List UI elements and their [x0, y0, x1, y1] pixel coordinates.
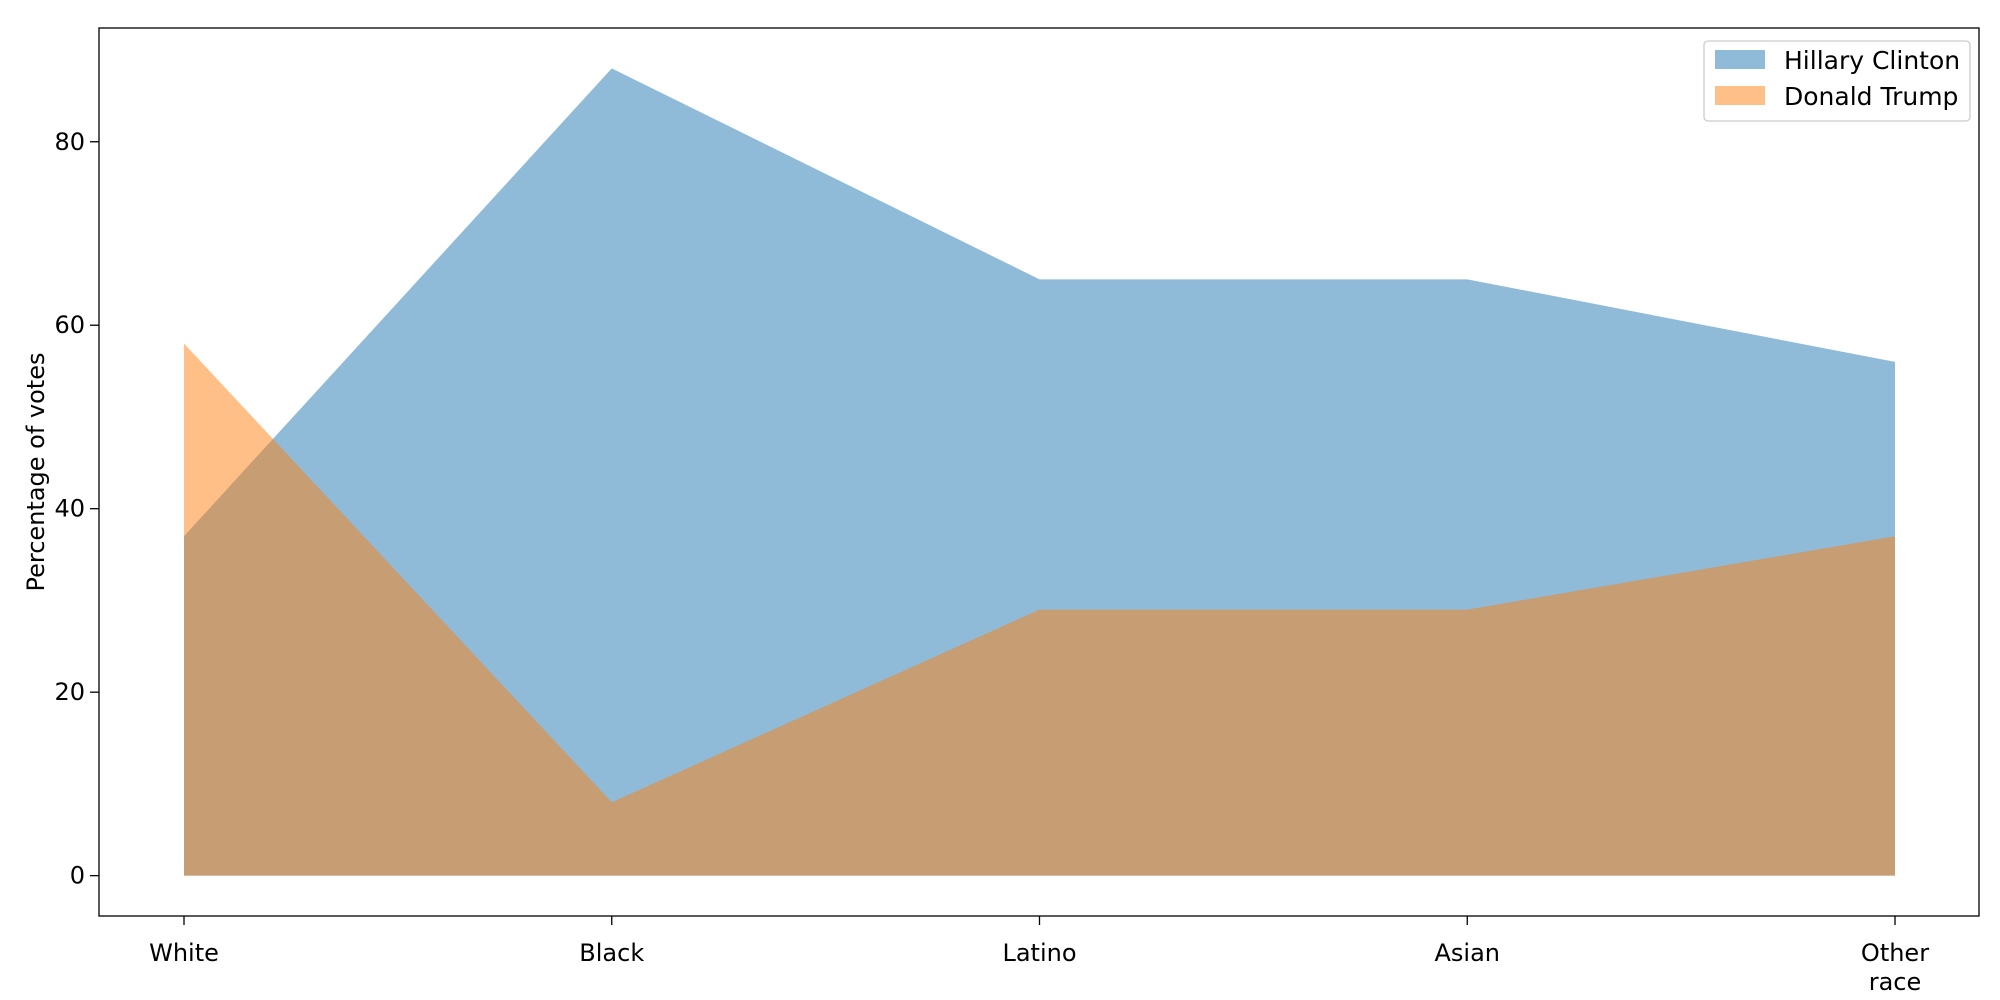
- y-axis: 0 20 40 60 80: [54, 128, 99, 890]
- area-donald-trump: [184, 343, 1895, 876]
- y-tick-label: 0: [70, 862, 85, 890]
- y-tick-label: 40: [54, 495, 85, 523]
- y-tick-label: 80: [54, 128, 85, 156]
- series-areas: [184, 68, 1895, 876]
- legend-frame: [1703, 40, 1971, 122]
- y-tick-label: 60: [54, 311, 85, 339]
- legend-swatch: [1715, 50, 1765, 69]
- x-tick-label: Asian: [1434, 939, 1500, 967]
- x-tick-label: White: [149, 939, 219, 967]
- legend-label: Donald Trump: [1784, 82, 1958, 111]
- y-axis-label: Percentage of votes: [22, 353, 50, 592]
- legend-label: Hillary Clinton: [1784, 46, 1960, 75]
- x-axis: White Black Latino Asian Other race: [149, 916, 1929, 996]
- x-tick-label: Other race: [1861, 939, 1929, 996]
- legend-swatch: [1715, 86, 1765, 105]
- x-tick-label: Black: [579, 939, 644, 967]
- y-tick-label: 20: [54, 678, 85, 706]
- x-tick-label: Latino: [1002, 939, 1076, 967]
- legend: Hillary Clinton Donald Trump: [1703, 40, 1971, 122]
